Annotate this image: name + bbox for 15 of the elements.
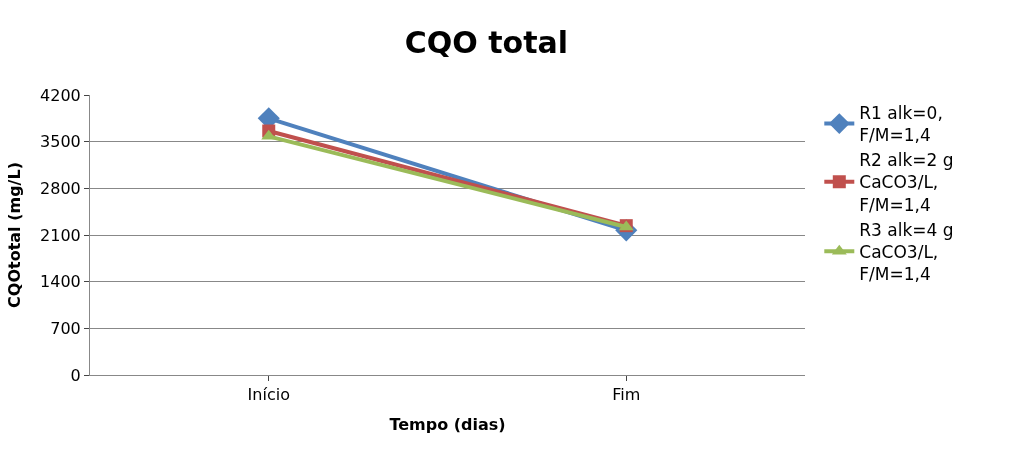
legend-label: R2 alk=2 g CaCO3/L, F/M=1,4 <box>859 150 954 215</box>
legend-label: R3 alk=4 g CaCO3/L, F/M=1,4 <box>859 219 954 284</box>
x-tick-label: Fim <box>612 385 641 405</box>
chart-title: CQO total <box>404 24 569 60</box>
y-tick-label: 1400 <box>40 272 81 292</box>
y-tick-label: 3500 <box>40 132 81 152</box>
y-tick-label: 700 <box>50 318 81 338</box>
legend-label: R1 alk=0, F/M=1,4 <box>859 103 943 146</box>
y-tick-label: 2100 <box>40 225 81 245</box>
x-tick-label: Início <box>247 385 290 405</box>
y-axis-title: CQOtotal (mg/L) <box>4 162 24 308</box>
y-tick-label: 2800 <box>40 178 81 198</box>
y-tick-label: 4200 <box>40 85 81 105</box>
y-tick-label: 0 <box>70 365 81 385</box>
x-axis-title: Tempo (dias) <box>389 414 506 434</box>
